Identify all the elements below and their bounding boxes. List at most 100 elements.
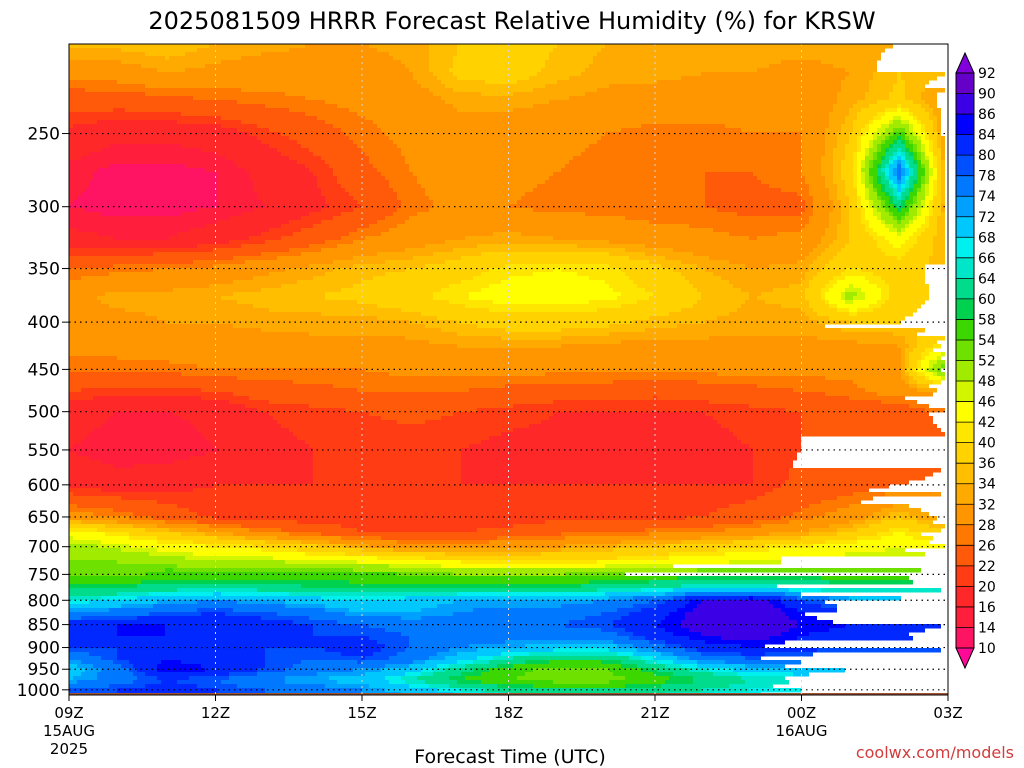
rh-cell bbox=[81, 520, 117, 525]
rh-cell bbox=[433, 200, 517, 205]
rh-cell bbox=[629, 276, 685, 281]
rh-cell bbox=[909, 528, 941, 533]
rh-cell bbox=[869, 196, 877, 201]
rh-cell bbox=[665, 256, 709, 261]
rh-cell bbox=[389, 656, 429, 661]
rh-cell bbox=[369, 156, 405, 161]
rh-cell bbox=[933, 252, 945, 257]
rh-cell bbox=[625, 216, 809, 221]
rh-cell bbox=[745, 680, 789, 685]
rh-cell bbox=[909, 184, 913, 189]
rh-cell bbox=[533, 668, 609, 673]
rh-cell bbox=[401, 616, 421, 621]
rh-cell bbox=[625, 272, 681, 277]
rh-cell bbox=[285, 668, 353, 673]
rh-cell bbox=[877, 180, 881, 185]
rh-cell bbox=[829, 316, 905, 321]
rh-contour-field bbox=[69, 44, 945, 696]
rh-cell bbox=[133, 464, 313, 469]
rh-cell bbox=[521, 196, 705, 201]
rh-cell bbox=[281, 236, 341, 241]
rh-cell bbox=[897, 148, 901, 153]
rh-cell bbox=[369, 160, 405, 165]
rh-cell bbox=[809, 220, 829, 225]
rh-cell bbox=[589, 144, 801, 149]
rh-cell bbox=[369, 544, 565, 549]
rh-cell bbox=[237, 100, 325, 105]
rh-cell bbox=[137, 668, 157, 673]
rh-cell bbox=[429, 208, 533, 213]
rh-cell bbox=[905, 372, 909, 377]
rh-cell bbox=[901, 368, 905, 373]
rh-cell bbox=[897, 104, 901, 109]
rh-cell bbox=[69, 256, 233, 261]
rh-cell bbox=[729, 232, 777, 237]
rh-cell bbox=[861, 132, 865, 137]
rh-cell bbox=[453, 56, 549, 61]
rh-cell bbox=[821, 292, 825, 297]
rh-cell bbox=[901, 364, 905, 369]
rh-cell bbox=[477, 656, 493, 661]
rh-cell bbox=[801, 508, 837, 513]
rh-cell bbox=[737, 212, 801, 217]
rh-cell bbox=[205, 668, 257, 673]
rh-cell bbox=[317, 544, 345, 549]
rh-cell bbox=[753, 472, 789, 477]
rh-cell bbox=[361, 656, 365, 661]
rh-cell bbox=[69, 148, 101, 153]
rh-cell bbox=[857, 384, 909, 389]
rh-cell bbox=[825, 284, 833, 289]
rh-cell bbox=[673, 596, 685, 601]
rh-cell bbox=[853, 380, 905, 385]
rh-cell bbox=[929, 112, 933, 117]
rh-cell bbox=[261, 252, 301, 257]
rh-cell bbox=[733, 432, 801, 437]
rh-cell bbox=[877, 196, 881, 201]
rh-cell bbox=[69, 372, 181, 377]
rh-cell bbox=[293, 380, 613, 385]
rh-cell bbox=[593, 56, 881, 61]
rh-cell bbox=[289, 136, 349, 141]
y-tick-label: 400 bbox=[28, 313, 60, 333]
rh-cell bbox=[69, 560, 117, 565]
rh-cell bbox=[461, 476, 753, 481]
rh-cell bbox=[825, 136, 837, 141]
rh-cell bbox=[933, 140, 937, 145]
rh-cell bbox=[461, 688, 485, 693]
rh-cell bbox=[325, 100, 445, 105]
rh-cell bbox=[69, 88, 85, 93]
rh-cell bbox=[69, 544, 97, 549]
rh-cell bbox=[877, 152, 885, 157]
rh-cell bbox=[69, 380, 293, 385]
rh-cell bbox=[589, 64, 769, 69]
rh-cell bbox=[705, 192, 797, 197]
rh-cell bbox=[613, 288, 645, 293]
rh-cell bbox=[929, 144, 933, 149]
rh-cell bbox=[865, 96, 889, 101]
rh-cell bbox=[929, 140, 933, 145]
rh-cell bbox=[441, 416, 549, 421]
rh-cell bbox=[589, 276, 629, 281]
rh-cell bbox=[381, 232, 493, 237]
rh-cell bbox=[69, 384, 333, 389]
rh-cell bbox=[901, 172, 905, 177]
rh-cell bbox=[81, 660, 113, 665]
rh-cell bbox=[897, 188, 901, 193]
rh-cell bbox=[117, 80, 417, 85]
rh-cell bbox=[133, 680, 161, 685]
rh-cell bbox=[705, 196, 801, 201]
rh-cell bbox=[805, 292, 821, 297]
rh-cell bbox=[849, 224, 865, 229]
rh-cell bbox=[717, 508, 801, 513]
rh-cell bbox=[69, 620, 293, 625]
rh-cell bbox=[409, 684, 429, 689]
rh-cell bbox=[301, 216, 333, 221]
rh-cell bbox=[921, 96, 937, 101]
rh-cell bbox=[229, 676, 285, 681]
rh-cell bbox=[265, 656, 361, 661]
rh-cell bbox=[257, 136, 289, 141]
rh-cell bbox=[69, 180, 89, 185]
rh-cell bbox=[397, 144, 589, 149]
rh-cell bbox=[625, 684, 661, 689]
rh-cell bbox=[933, 112, 941, 117]
